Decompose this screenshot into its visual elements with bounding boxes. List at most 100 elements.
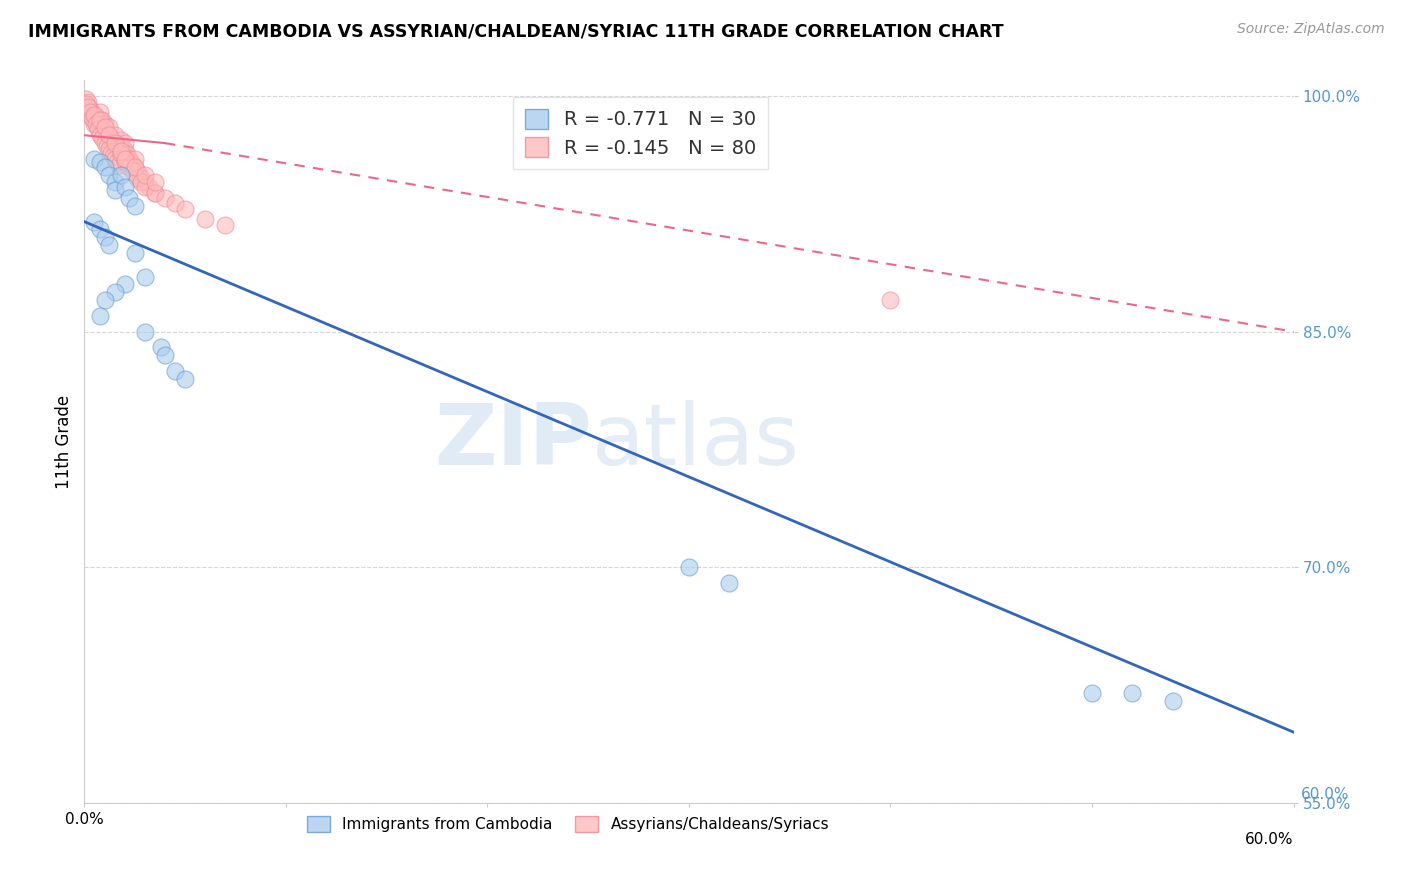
Point: [104, 139, 127, 153]
Point: [125, 170, 148, 185]
Text: atlas: atlas: [592, 400, 800, 483]
Point: [79, 108, 101, 122]
Point: [83, 152, 105, 166]
Point: [93, 160, 115, 174]
Point: [118, 160, 141, 174]
Point: [87, 122, 110, 136]
Point: [91, 131, 114, 145]
Point: [114, 136, 136, 150]
Point: [153, 191, 176, 205]
Point: [83, 112, 105, 127]
Point: [124, 246, 146, 260]
Point: [718, 575, 741, 590]
Point: [153, 348, 176, 362]
Point: [138, 180, 160, 194]
Point: [114, 144, 136, 158]
Point: [214, 218, 236, 232]
Point: [194, 211, 217, 226]
Point: [100, 145, 122, 160]
Point: [105, 136, 128, 150]
Point: [111, 141, 134, 155]
Point: [1161, 694, 1184, 708]
Point: [83, 214, 105, 228]
Point: [107, 139, 129, 153]
Point: [97, 142, 120, 156]
Point: [89, 309, 111, 323]
Point: [120, 155, 142, 169]
Point: [129, 175, 152, 189]
Point: [118, 152, 141, 166]
Point: [115, 147, 138, 161]
Point: [83, 108, 105, 122]
Point: [134, 175, 156, 189]
Point: [86, 117, 108, 131]
Point: [165, 195, 187, 210]
Point: [97, 129, 120, 144]
Point: [75, 96, 97, 111]
Point: [104, 152, 127, 166]
Point: [89, 120, 111, 135]
Point: [100, 133, 122, 147]
Point: [124, 161, 146, 176]
Point: [89, 128, 111, 143]
Point: [93, 293, 115, 308]
Point: [82, 111, 104, 125]
Point: [93, 136, 115, 150]
Point: [124, 160, 146, 174]
Point: [110, 147, 132, 161]
Point: [105, 155, 128, 169]
Point: [110, 168, 132, 182]
Point: [134, 168, 156, 182]
Point: [114, 155, 136, 169]
Point: [104, 285, 127, 300]
Point: [174, 202, 197, 216]
Point: [89, 104, 111, 119]
Point: [104, 175, 127, 189]
Point: [129, 170, 152, 185]
Point: [678, 560, 700, 574]
Point: [101, 149, 124, 163]
Text: IMMIGRANTS FROM CAMBODIA VS ASSYRIAN/CHALDEAN/SYRIAC 11TH GRADE CORRELATION CHAR: IMMIGRANTS FROM CAMBODIA VS ASSYRIAN/CHA…: [28, 22, 1004, 40]
Point: [96, 139, 118, 153]
Point: [82, 104, 104, 119]
Point: [134, 269, 156, 284]
Point: [128, 168, 150, 182]
Point: [143, 186, 166, 201]
Point: [89, 222, 111, 236]
Point: [93, 120, 115, 135]
Point: [93, 123, 115, 137]
Point: [114, 180, 136, 194]
Text: ZIP: ZIP: [434, 400, 592, 483]
Point: [121, 164, 143, 178]
Point: [93, 230, 115, 244]
Point: [86, 109, 108, 123]
Point: [110, 133, 132, 147]
Point: [165, 364, 187, 378]
Text: 60.0%: 60.0%: [1246, 831, 1294, 847]
Point: [75, 92, 97, 106]
Point: [104, 128, 127, 143]
Text: 60.0%: 60.0%: [1301, 787, 1348, 802]
Point: [89, 155, 111, 169]
Y-axis label: 11th Grade: 11th Grade: [55, 394, 73, 489]
Point: [91, 112, 114, 127]
Point: [1081, 686, 1104, 700]
Point: [83, 117, 105, 131]
Point: [134, 325, 156, 339]
Point: [114, 152, 136, 166]
Point: [125, 164, 148, 178]
Point: [107, 158, 129, 172]
Point: [110, 144, 132, 158]
Point: [124, 152, 146, 166]
Text: Source: ZipAtlas.com: Source: ZipAtlas.com: [1237, 22, 1385, 37]
Point: [97, 120, 120, 135]
Point: [879, 293, 901, 308]
Point: [118, 191, 141, 205]
Point: [121, 158, 143, 172]
Point: [134, 180, 156, 194]
Point: [143, 186, 166, 201]
Legend: Immigrants from Cambodia, Assyrians/Chaldeans/Syriacs: Immigrants from Cambodia, Assyrians/Chal…: [301, 810, 835, 838]
Point: [104, 183, 127, 197]
Point: [79, 104, 101, 119]
Point: [104, 136, 127, 150]
